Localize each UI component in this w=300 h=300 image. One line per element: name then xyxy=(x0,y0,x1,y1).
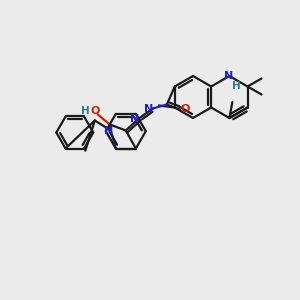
Text: N: N xyxy=(224,71,233,81)
Text: O: O xyxy=(90,106,100,116)
Text: N: N xyxy=(104,127,113,136)
Text: H: H xyxy=(81,106,90,116)
Text: H: H xyxy=(232,81,241,91)
Text: N: N xyxy=(130,113,140,124)
Text: N: N xyxy=(144,103,153,113)
Text: O: O xyxy=(180,104,190,115)
